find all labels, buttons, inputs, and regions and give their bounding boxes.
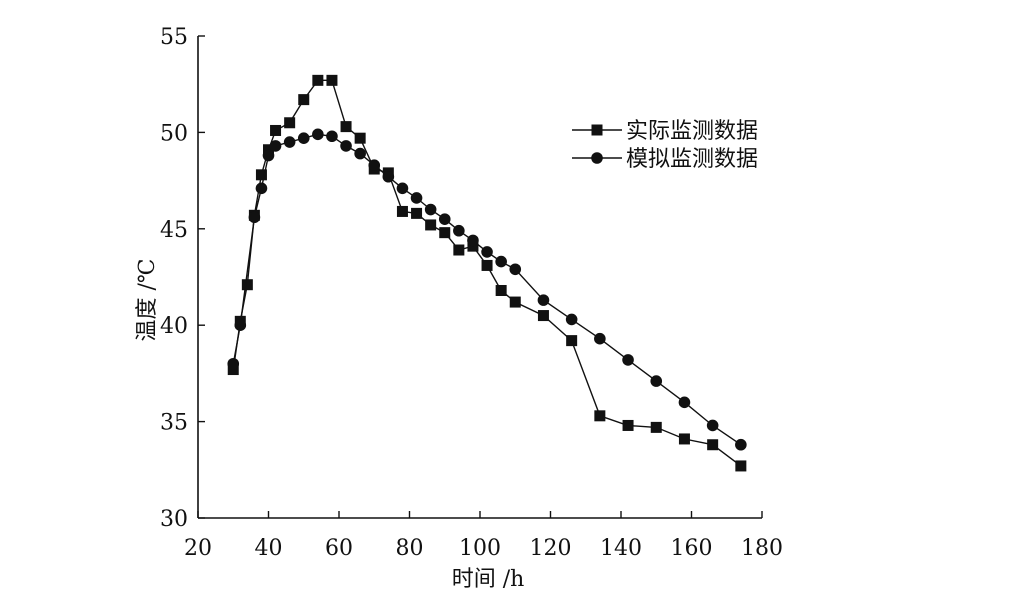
x-tick-label: 100 xyxy=(459,536,501,561)
data-point-square xyxy=(439,227,451,239)
series-layer xyxy=(227,74,747,472)
y-tick-label: 35 xyxy=(160,411,188,436)
data-point-square xyxy=(255,169,267,181)
data-point-circle xyxy=(410,192,423,204)
legend-marker-square xyxy=(591,124,603,136)
data-point-circle xyxy=(326,130,338,143)
legend-label: 实际监测数据 xyxy=(626,119,758,144)
x-tick-label: 160 xyxy=(671,536,713,561)
data-point-square xyxy=(312,74,324,86)
y-axis-title: 温度 /℃ xyxy=(135,258,160,341)
data-point-square xyxy=(354,132,366,144)
data-point-square xyxy=(509,296,521,308)
x-tick-label: 80 xyxy=(396,536,424,561)
data-point-circle xyxy=(438,213,451,225)
data-point-circle xyxy=(312,128,324,141)
legend-marker-circle xyxy=(591,152,603,164)
data-point-circle xyxy=(368,159,381,171)
data-point-circle xyxy=(227,357,240,370)
legend-item-2: 模拟监测数据 xyxy=(572,147,758,172)
y-tick-label: 50 xyxy=(160,121,188,146)
y-tick-label: 30 xyxy=(160,507,188,532)
x-tick-label: 20 xyxy=(184,536,212,561)
data-point-circle xyxy=(467,234,479,247)
data-point-square xyxy=(495,284,507,296)
data-point-square xyxy=(650,421,662,433)
data-point-circle xyxy=(269,140,282,152)
data-point-square xyxy=(241,279,253,291)
data-point-circle xyxy=(262,149,275,162)
x-tick-label: 120 xyxy=(530,536,572,561)
legend-label: 模拟监测数据 xyxy=(626,147,758,172)
data-point-circle xyxy=(481,246,493,258)
x-tick-label: 180 xyxy=(741,536,783,561)
data-point-square xyxy=(481,259,493,271)
data-point-square xyxy=(270,124,282,136)
y-tick-label: 55 xyxy=(160,25,188,50)
data-point-square xyxy=(284,117,296,129)
data-point-circle xyxy=(537,294,550,306)
data-point-circle xyxy=(735,438,747,451)
data-point-circle xyxy=(565,313,578,326)
data-point-square xyxy=(340,121,352,133)
axes xyxy=(197,36,762,519)
data-point-square xyxy=(298,94,310,106)
y-tick-label: 45 xyxy=(160,218,188,243)
x-tick-label: 40 xyxy=(255,536,283,561)
data-point-circle xyxy=(495,255,507,268)
data-point-square xyxy=(678,433,690,445)
y-tick-label: 40 xyxy=(160,314,188,339)
data-point-circle xyxy=(255,182,268,195)
data-point-square xyxy=(537,310,549,322)
data-point-circle xyxy=(706,419,719,432)
x-axis-title: 时间 /h xyxy=(452,567,525,592)
x-tick-label: 60 xyxy=(325,536,353,561)
data-point-square xyxy=(735,460,747,472)
data-point-circle xyxy=(234,319,247,332)
data-point-square xyxy=(425,219,437,231)
data-point-circle xyxy=(283,136,296,148)
data-point-square xyxy=(707,439,719,451)
data-point-circle xyxy=(424,203,437,216)
data-point-circle xyxy=(297,132,310,144)
data-point-square xyxy=(594,410,606,422)
data-point-square xyxy=(396,205,408,217)
data-point-circle xyxy=(453,224,465,237)
data-point-circle xyxy=(594,332,606,345)
series-2 xyxy=(227,128,747,451)
series-line xyxy=(232,133,742,446)
data-point-circle xyxy=(650,375,663,387)
ticks: 20 40 60 80 100 120 140 160 180 30 35 40 45 50 55 xyxy=(160,25,783,561)
data-point-circle xyxy=(622,354,634,366)
data-point-circle xyxy=(354,147,366,160)
data-point-circle xyxy=(509,263,522,276)
data-point-square xyxy=(411,207,423,219)
data-point-square xyxy=(453,244,465,256)
data-point-circle xyxy=(340,140,352,152)
data-point-square xyxy=(326,74,338,86)
data-point-square xyxy=(622,419,634,431)
data-point-square xyxy=(566,335,578,347)
data-point-circle xyxy=(678,396,691,409)
data-point-circle xyxy=(382,170,395,183)
data-point-circle xyxy=(248,211,261,224)
legend-item-1: 实际监测数据 xyxy=(572,119,758,144)
data-point-circle xyxy=(396,182,409,195)
x-tick-label: 140 xyxy=(600,536,642,561)
